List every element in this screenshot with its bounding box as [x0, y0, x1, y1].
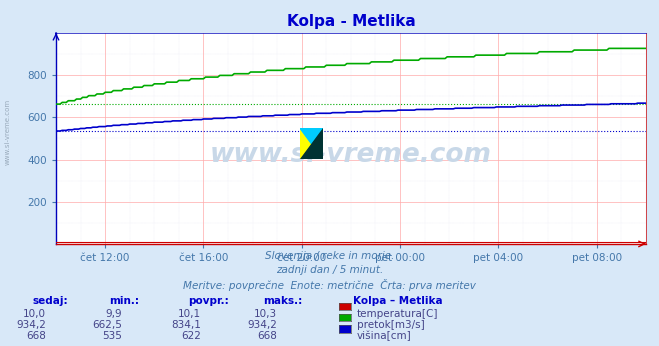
Title: Kolpa - Metlika: Kolpa - Metlika — [287, 14, 415, 29]
Text: sedaj:: sedaj: — [33, 296, 69, 306]
Polygon shape — [300, 128, 323, 159]
Polygon shape — [300, 128, 323, 159]
Text: Meritve: povprečne  Enote: metrične  Črta: prva meritev: Meritve: povprečne Enote: metrične Črta:… — [183, 279, 476, 291]
Text: temperatura[C]: temperatura[C] — [357, 309, 439, 319]
Text: 834,1: 834,1 — [171, 320, 201, 330]
Text: zadnji dan / 5 minut.: zadnji dan / 5 minut. — [276, 265, 383, 275]
Text: maks.:: maks.: — [264, 296, 303, 306]
Polygon shape — [300, 128, 323, 159]
Text: povpr.:: povpr.: — [188, 296, 229, 306]
Text: 668: 668 — [257, 331, 277, 341]
Text: Kolpa – Metlika: Kolpa – Metlika — [353, 296, 442, 306]
Text: 535: 535 — [102, 331, 122, 341]
Text: www.si-vreme.com: www.si-vreme.com — [5, 98, 11, 165]
Text: 10,1: 10,1 — [178, 309, 201, 319]
Text: 934,2: 934,2 — [16, 320, 46, 330]
Text: 662,5: 662,5 — [92, 320, 122, 330]
Text: 10,0: 10,0 — [23, 309, 46, 319]
Text: 10,3: 10,3 — [254, 309, 277, 319]
Text: 668: 668 — [26, 331, 46, 341]
Text: www.si-vreme.com: www.si-vreme.com — [210, 142, 492, 168]
Text: Slovenija / reke in morje.: Slovenija / reke in morje. — [265, 251, 394, 261]
Text: pretok[m3/s]: pretok[m3/s] — [357, 320, 425, 330]
Text: 934,2: 934,2 — [247, 320, 277, 330]
Text: višina[cm]: višina[cm] — [357, 331, 412, 341]
Text: 622: 622 — [181, 331, 201, 341]
Text: 9,9: 9,9 — [105, 309, 122, 319]
Text: min.:: min.: — [109, 296, 139, 306]
